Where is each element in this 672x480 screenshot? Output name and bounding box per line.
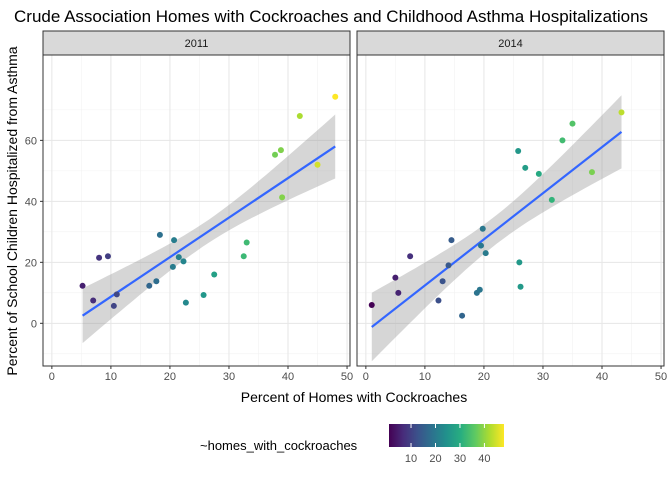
data-point — [79, 282, 86, 289]
data-point — [535, 170, 542, 177]
data-point — [569, 120, 576, 127]
data-point — [515, 148, 522, 155]
data-point — [113, 291, 120, 298]
confidence-band — [82, 114, 336, 344]
x-tick-label: 50 — [341, 371, 353, 383]
data-point — [459, 312, 466, 319]
panel-2014: 2014 0 10 20 30 40 50 — [356, 30, 667, 383]
data-point — [175, 254, 182, 261]
data-point — [169, 263, 176, 270]
data-point — [200, 291, 207, 298]
y-tick-label: 60 — [25, 135, 37, 147]
data-point — [243, 239, 250, 246]
data-point — [296, 112, 303, 119]
data-point — [332, 93, 339, 100]
data-point — [277, 147, 284, 154]
fit-line — [81, 145, 336, 317]
y-tick-label: 20 — [25, 257, 37, 269]
x-tick-label: 10 — [105, 371, 117, 383]
panel-2011: 2011 0 10 20 30 40 50 — [42, 30, 353, 383]
data-point — [104, 253, 111, 260]
data-point — [153, 278, 160, 285]
x-tick-label: 10 — [419, 371, 431, 383]
data-point — [314, 161, 321, 168]
data-point — [476, 286, 483, 293]
data-point — [618, 109, 625, 116]
x-tick-label: 20 — [164, 371, 176, 383]
plot-area-2011 — [43, 55, 350, 366]
x-tick-label: 30 — [537, 371, 549, 383]
data-point — [182, 299, 189, 306]
data-point — [548, 196, 555, 203]
color-legend: ~homes_with_cockroaches 10 20 30 40 — [200, 424, 504, 465]
x-tick-label: 40 — [282, 371, 294, 383]
x-tick-label: 30 — [223, 371, 235, 383]
data-point — [435, 297, 442, 304]
data-point — [445, 262, 452, 269]
data-point — [110, 302, 117, 309]
legend-title: ~homes_with_cockroaches — [200, 438, 358, 453]
legend-tick-label: 30 — [454, 453, 466, 465]
data-point — [392, 274, 399, 281]
data-point — [146, 282, 153, 289]
data-point — [171, 237, 178, 244]
legend-tick-label: 40 — [478, 453, 490, 465]
data-point — [482, 250, 489, 257]
strip-2011 — [42, 30, 351, 56]
legend-tick-label: 20 — [429, 453, 441, 465]
data-point — [279, 194, 286, 201]
x-tick-label: 20 — [478, 371, 490, 383]
y-tick-label: 40 — [25, 196, 37, 208]
panel-border-2014 — [356, 54, 665, 367]
data-point — [522, 164, 529, 171]
x-tick-label: 0 — [363, 371, 369, 383]
data-point — [477, 242, 484, 249]
panel-border-2011 — [42, 54, 351, 367]
data-point — [448, 237, 455, 244]
x-tick-label: 40 — [596, 371, 608, 383]
data-point — [439, 278, 446, 285]
data-point — [180, 258, 187, 265]
data-point — [368, 302, 375, 309]
data-point — [96, 254, 103, 261]
y-axis-title: Percent of School Children Hospitalized … — [4, 46, 20, 375]
x-tick-label: 0 — [49, 371, 55, 383]
legend-tick-label: 10 — [405, 453, 417, 465]
strip-label-2014: 2014 — [498, 38, 522, 50]
data-point — [407, 253, 414, 260]
y-axis: 0 20 40 60 — [25, 135, 43, 330]
data-point — [516, 259, 523, 266]
data-point — [272, 151, 279, 158]
y-tick-label: 0 — [31, 318, 37, 330]
fit-line — [371, 130, 623, 328]
x-axis-title: Percent of Homes with Cockroaches — [241, 389, 467, 405]
data-point — [395, 289, 402, 296]
chart-title: Crude Association Homes with Cockroaches… — [14, 7, 648, 26]
data-point — [211, 271, 218, 278]
legend-colorbar — [389, 424, 504, 447]
data-point — [559, 137, 566, 144]
plot-area-2014 — [357, 55, 664, 366]
data-point — [517, 283, 524, 290]
data-point — [588, 169, 595, 176]
x-tick-label: 50 — [655, 371, 667, 383]
data-point — [90, 297, 97, 304]
data-point — [240, 253, 247, 260]
data-point — [479, 225, 486, 232]
strip-label-2011: 2011 — [185, 38, 209, 50]
data-point — [156, 231, 163, 238]
